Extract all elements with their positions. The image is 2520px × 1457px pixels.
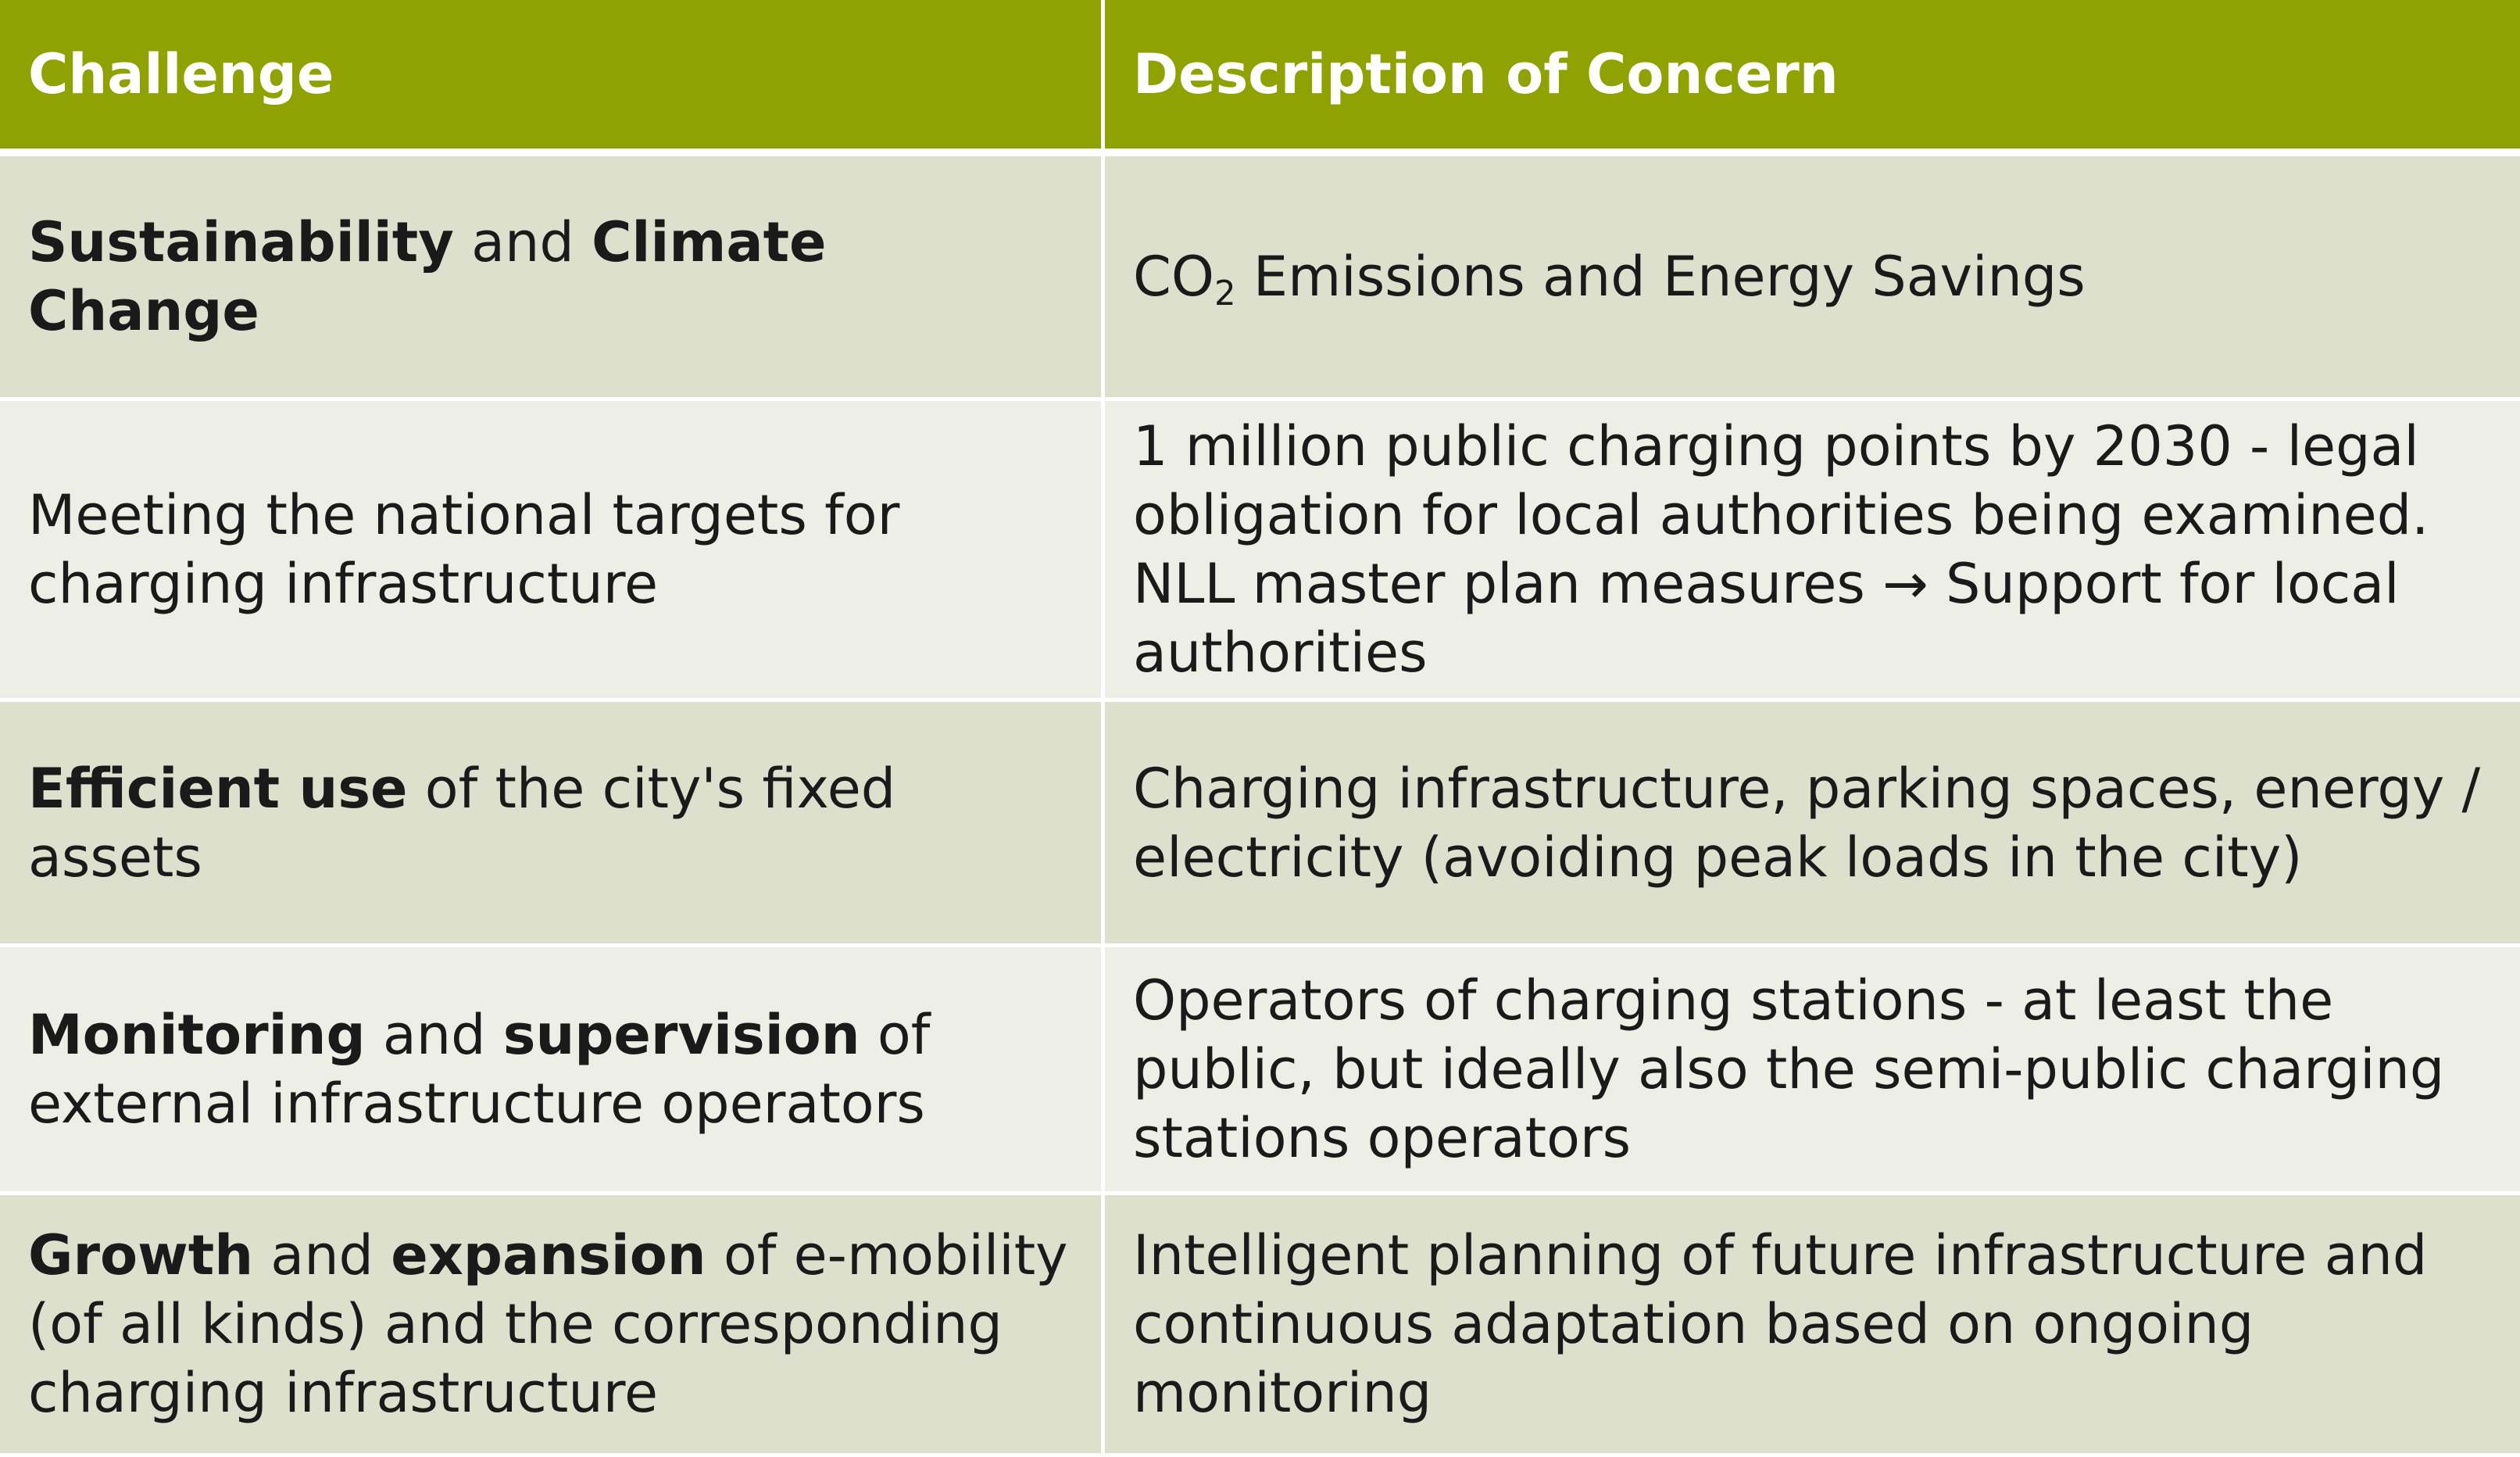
challenge-cell: Sustainability and Climate Change	[0, 156, 1105, 401]
description-cell: CO2 Emissions and Energy Savings	[1105, 156, 2520, 401]
header-description: Description of Concern	[1105, 0, 2520, 156]
description-cell: Intelligent planning of future infrastru…	[1105, 1195, 2520, 1457]
challenge-cell: Efficient use of the city's fixed assets	[0, 702, 1105, 947]
description-cell: Operators of charging stations - at leas…	[1105, 947, 2520, 1195]
description-cell: Charging infrastructure, parking spaces,…	[1105, 702, 2520, 947]
description-cell: 1 million public charging points by 2030…	[1105, 401, 2520, 702]
header-challenge: Challenge	[0, 0, 1105, 156]
challenge-cell: Growth and expansion of e-mobility (of a…	[0, 1195, 1105, 1457]
challenge-cell: Monitoring and supervision of external i…	[0, 947, 1105, 1195]
challenge-cell: Meeting the national targets for chargin…	[0, 401, 1105, 702]
